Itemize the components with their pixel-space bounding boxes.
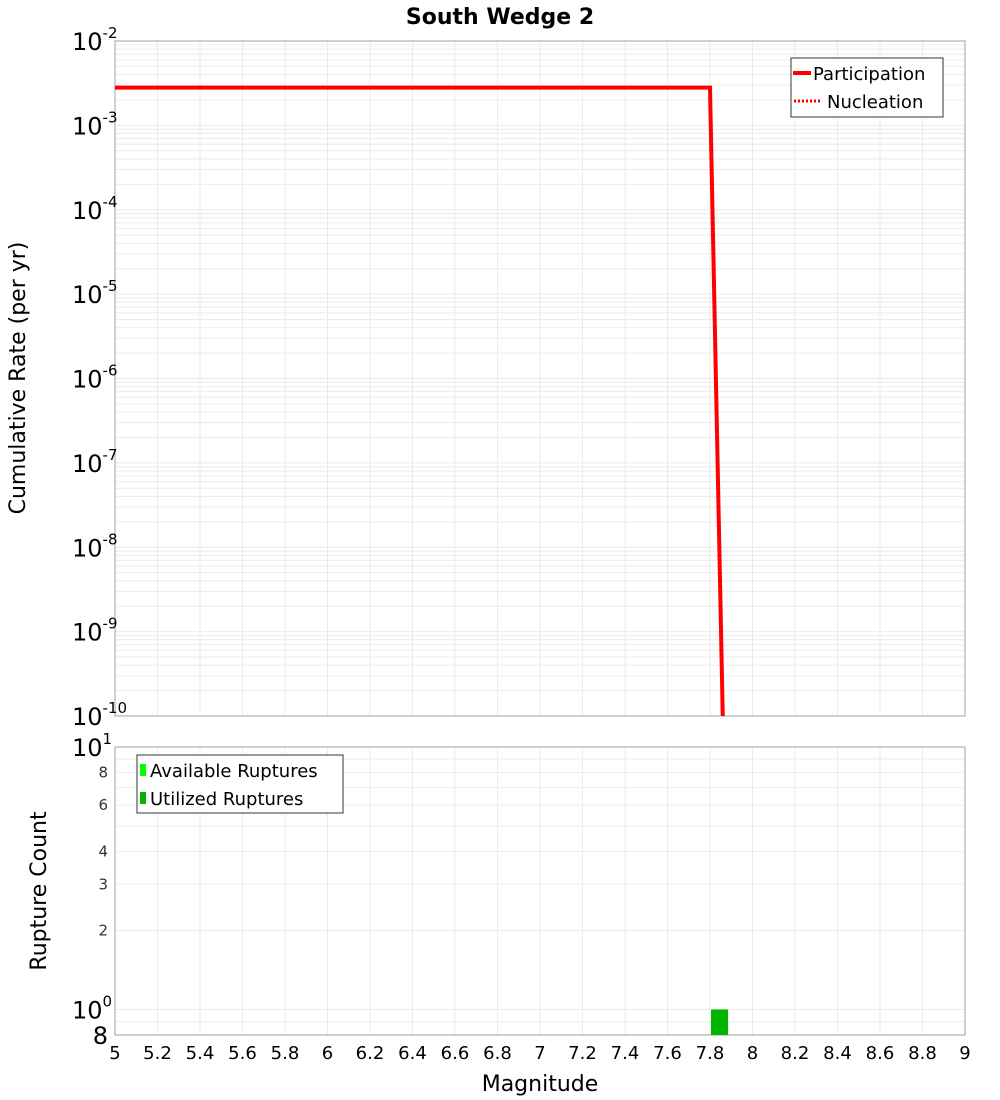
legend-nucleation: Nucleation (827, 92, 923, 113)
top-legend: Participation Nucleation (790, 57, 944, 118)
svg-text:8: 8 (93, 1022, 108, 1050)
svg-text:7.8: 7.8 (696, 1043, 725, 1064)
bar-utilized-ruptures (711, 1009, 729, 1035)
svg-text:10-4: 10-4 (72, 193, 118, 225)
legend-available-ruptures: Available Ruptures (150, 761, 318, 782)
svg-text:7.2: 7.2 (568, 1043, 597, 1064)
svg-text:10-5: 10-5 (72, 277, 118, 309)
svg-text:10-8: 10-8 (72, 530, 118, 562)
svg-text:10-7: 10-7 (72, 446, 118, 478)
svg-text:8.8: 8.8 (908, 1043, 937, 1064)
svg-text:7: 7 (534, 1043, 545, 1064)
svg-text:6.4: 6.4 (398, 1043, 427, 1064)
top-y-ticks: 10-2 10-3 10-4 10-5 10-6 10-7 10-8 10-9 10-10 (72, 24, 127, 731)
svg-text:6: 6 (98, 796, 108, 814)
svg-text:10-9: 10-9 (72, 615, 118, 647)
chart-title: South Wedge 2 (406, 5, 594, 30)
svg-text:101: 101 (72, 730, 112, 762)
svg-text:3: 3 (98, 875, 108, 893)
svg-text:2: 2 (98, 922, 108, 940)
series-participation (115, 85, 725, 717)
bottom-legend: Available Ruptures Utilized Ruptures (136, 754, 344, 814)
svg-text:10-6: 10-6 (72, 362, 118, 394)
svg-text:5.4: 5.4 (186, 1043, 215, 1064)
top-plot-series (115, 85, 725, 717)
x-axis-label: Magnitude (482, 1072, 599, 1097)
svg-text:10-3: 10-3 (72, 108, 118, 140)
legend-participation: Participation (813, 64, 925, 85)
top-plot-grid (114, 41, 966, 717)
svg-text:7.6: 7.6 (653, 1043, 682, 1064)
x-ticks: 5 5.2 5.4 5.6 5.8 6 6.2 6.4 6.6 6.8 7 7.2 7.4 7.6 7.8 8… (109, 1043, 970, 1064)
svg-text:10-2: 10-2 (72, 24, 118, 56)
svg-text:9: 9 (959, 1043, 970, 1064)
series-nucleation (115, 86, 725, 717)
svg-text:7.4: 7.4 (611, 1043, 640, 1064)
svg-text:6.2: 6.2 (356, 1043, 385, 1064)
svg-text:8.6: 8.6 (866, 1043, 895, 1064)
svg-text:5.8: 5.8 (271, 1043, 300, 1064)
svg-text:8.4: 8.4 (823, 1043, 852, 1064)
svg-text:4: 4 (98, 842, 108, 860)
svg-text:100: 100 (72, 993, 112, 1025)
legend-utilized-ruptures: Utilized Ruptures (150, 789, 303, 810)
svg-text:5.6: 5.6 (228, 1043, 257, 1064)
svg-text:6: 6 (322, 1043, 333, 1064)
svg-text:6.8: 6.8 (483, 1043, 512, 1064)
top-plot-frame (114, 40, 966, 717)
bottom-y-axis-label: Rupture Count (27, 811, 52, 971)
svg-text:5: 5 (109, 1043, 120, 1064)
bottom-plot-frame (114, 746, 966, 1036)
available-swatch-icon (140, 764, 146, 776)
utilized-swatch-icon (140, 792, 146, 804)
svg-text:8: 8 (98, 763, 108, 781)
svg-text:8.2: 8.2 (781, 1043, 810, 1064)
svg-text:8: 8 (747, 1043, 758, 1064)
svg-text:5.2: 5.2 (143, 1043, 172, 1064)
svg-text:10-10: 10-10 (72, 699, 127, 731)
top-y-axis-label: Cumulative Rate (per yr) (6, 242, 31, 515)
bottom-plot-bars (711, 1009, 729, 1035)
svg-text:6.6: 6.6 (441, 1043, 470, 1064)
